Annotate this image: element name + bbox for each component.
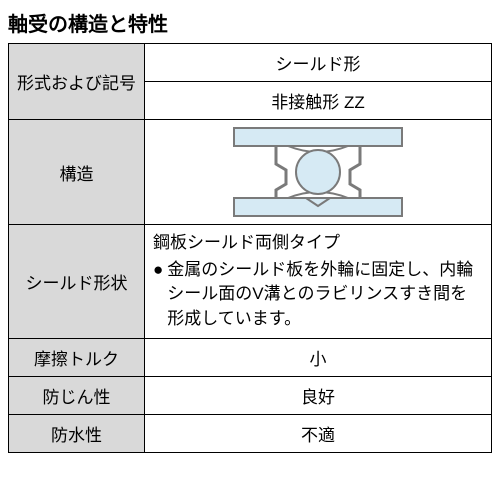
value-water: 不適 (145, 414, 492, 452)
value-noncontact-zz: 非接触形 ZZ (145, 82, 492, 120)
value-shield-shape: 鋼板シールド両側タイプ ● 金属のシールド板を外輪に固定し、内輪シール面のV溝と… (145, 225, 492, 339)
label-type-symbol: 形式および記号 (9, 44, 145, 120)
page-title: 軸受の構造と特性 (8, 8, 492, 37)
shield-shape-bullet-text: 金属のシールド板を外輪に固定し、内輪シール面のV溝とのラビリンスすき間を形成して… (167, 258, 483, 332)
table-row: シールド形状 鋼板シールド両側タイプ ● 金属のシールド板を外輪に固定し、内輪シ… (9, 225, 492, 339)
shield-shape-lead: 鋼板シールド両側タイプ (153, 231, 483, 256)
table-row: 防水性 不適 (9, 414, 492, 452)
spec-table: 形式および記号 シールド形 非接触形 ZZ 構造 (8, 43, 492, 453)
table-row: 摩擦トルク 小 (9, 338, 492, 376)
shield-shape-bullet: ● 金属のシールド板を外輪に固定し、内輪シール面のV溝とのラビリンスすき間を形成… (153, 258, 483, 332)
label-dust: 防じん性 (9, 376, 145, 414)
structure-diagram-cell (145, 120, 492, 225)
value-dust: 良好 (145, 376, 492, 414)
bullet-dot-icon: ● (153, 258, 167, 332)
label-shield-shape: シールド形状 (9, 225, 145, 339)
table-row: 構造 (9, 120, 492, 225)
table-row: 形式および記号 シールド形 (9, 44, 492, 82)
label-friction: 摩擦トルク (9, 338, 145, 376)
value-shield-type: シールド形 (145, 44, 492, 82)
bearing-cross-section-icon (228, 124, 408, 220)
label-water: 防水性 (9, 414, 145, 452)
label-structure: 構造 (9, 120, 145, 225)
value-friction: 小 (145, 338, 492, 376)
table-row: 防じん性 良好 (9, 376, 492, 414)
